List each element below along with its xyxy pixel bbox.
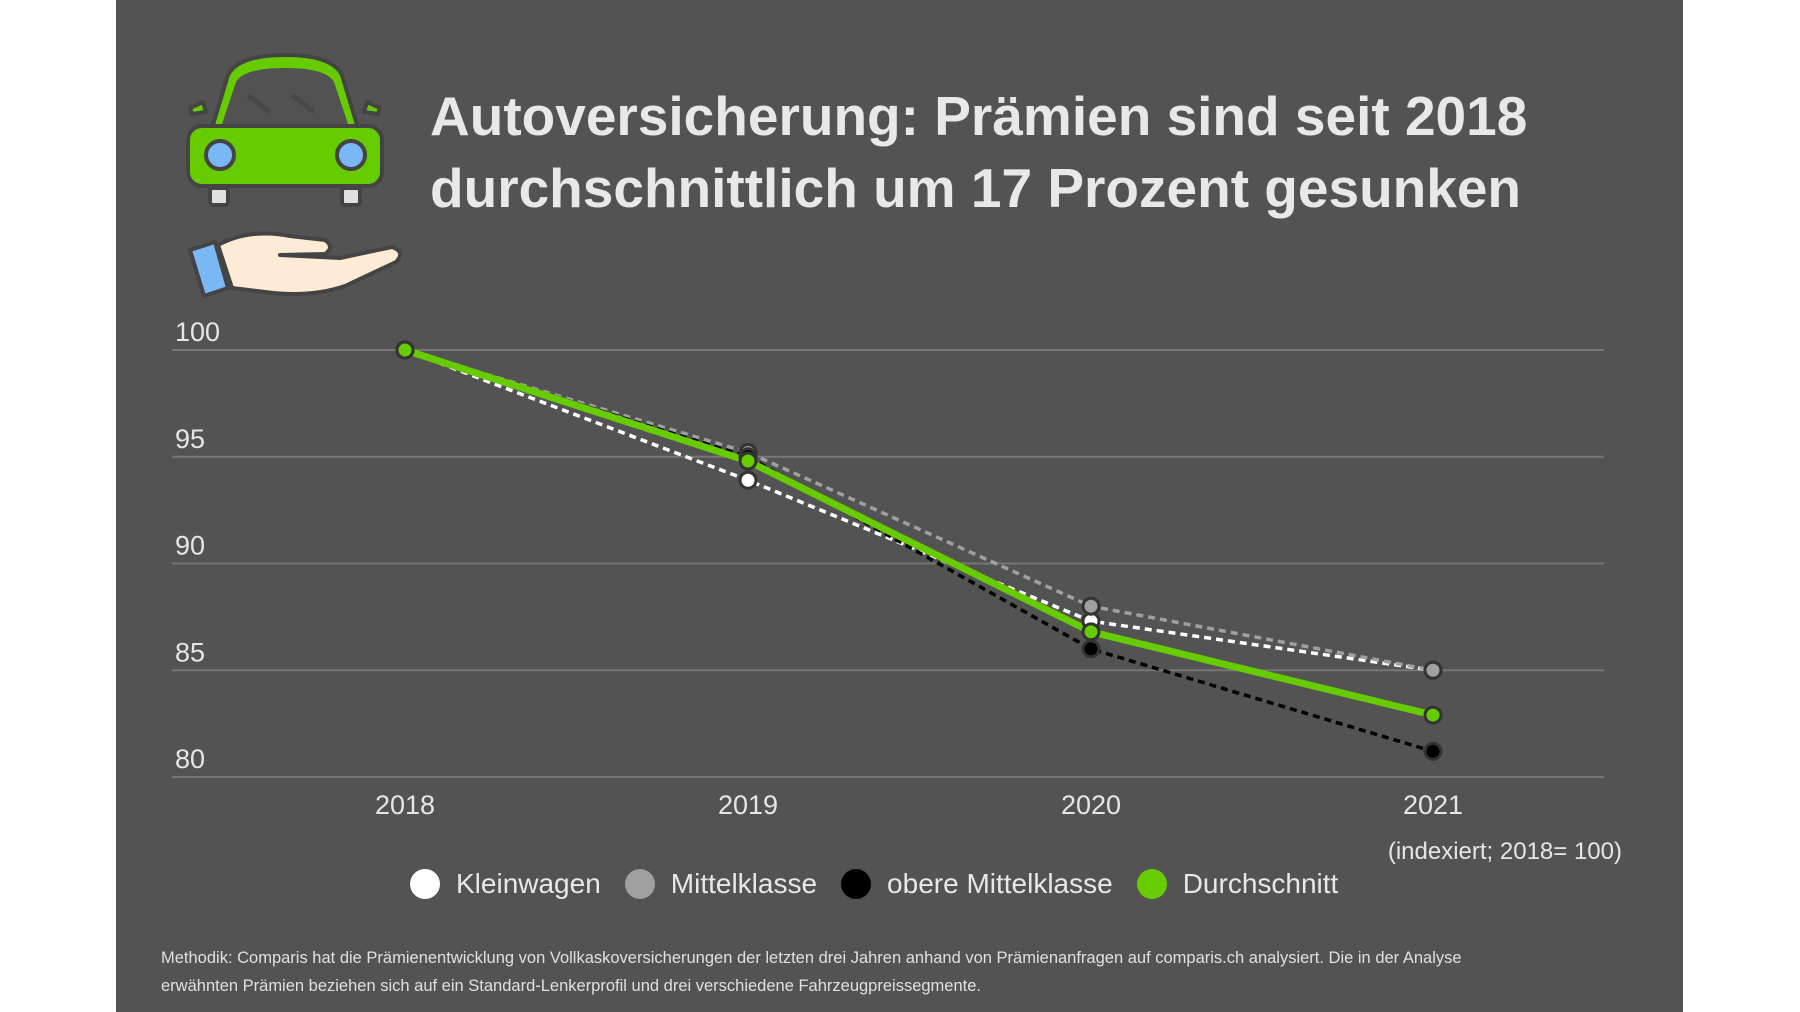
y-tick-label: 80: [175, 744, 205, 774]
chart-title-line1: Autoversicherung: Prämien sind seit 2018: [430, 85, 1528, 147]
x-tick-label: 2020: [1061, 790, 1121, 820]
legend-marker: [1136, 869, 1167, 899]
x-tick-label: 2018: [375, 790, 435, 820]
data-point: [738, 451, 758, 471]
data-point: [395, 340, 415, 360]
legend-label: Kleinwagen: [456, 868, 601, 899]
data-point: [738, 470, 758, 490]
legend-label: obere Mittelklasse: [887, 868, 1113, 899]
footer-line: erwähnten Prämien beziehen sich auf ein …: [161, 977, 981, 995]
data-point: [1423, 741, 1443, 761]
series-line-mittelklasse: [404, 348, 1434, 672]
series-line-kleinwagen: [404, 348, 1434, 672]
legend-marker: [624, 869, 655, 899]
index-note: (indexiert; 2018= 100): [1387, 838, 1622, 865]
data-point: [1081, 596, 1101, 616]
legend-label: Durchschnitt: [1182, 868, 1339, 899]
x-tick-label: 2019: [718, 790, 778, 820]
legend-item-kleinwagen: Kleinwagen: [410, 868, 601, 900]
data-point: [1081, 639, 1101, 659]
footer-line: Methodik: Comparis hat die Prämienentwic…: [161, 949, 1462, 967]
legend-label: Mittelklasse: [670, 868, 818, 899]
line-chart: 100 95 90 85 80 2018 2019 2020 2021: [172, 317, 1604, 820]
y-tick-label: 100: [175, 317, 220, 347]
data-point: [1423, 660, 1443, 680]
legend: Kleinwagen Mittelklasse obere Mittelklas…: [410, 868, 1362, 900]
data-point: [1423, 705, 1443, 725]
data-point: [1081, 622, 1101, 642]
car-on-hand-icon: [186, 53, 403, 298]
y-tick-label: 85: [175, 637, 205, 667]
series-line-durchschnitt: [403, 346, 1434, 719]
legend-marker: [841, 869, 872, 899]
legend-item-obere-mittelklasse: obere Mittelklasse: [841, 868, 1113, 900]
y-tick-label: 95: [175, 424, 205, 454]
y-tick-label: 90: [175, 531, 205, 561]
series-line-obere-mittelklasse: [404, 348, 1434, 754]
x-tick-label: 2021: [1403, 790, 1463, 820]
methodology-footer: Methodik: Comparis hat die Prämienentwic…: [161, 944, 1661, 1000]
chart-title-line2: durchschnittlich um 17 Prozent gesunken: [430, 157, 1522, 219]
legend-item-durchschnitt: Durchschnitt: [1136, 868, 1339, 900]
legend-marker: [410, 869, 440, 899]
legend-item-mittelklasse: Mittelklasse: [624, 868, 818, 900]
